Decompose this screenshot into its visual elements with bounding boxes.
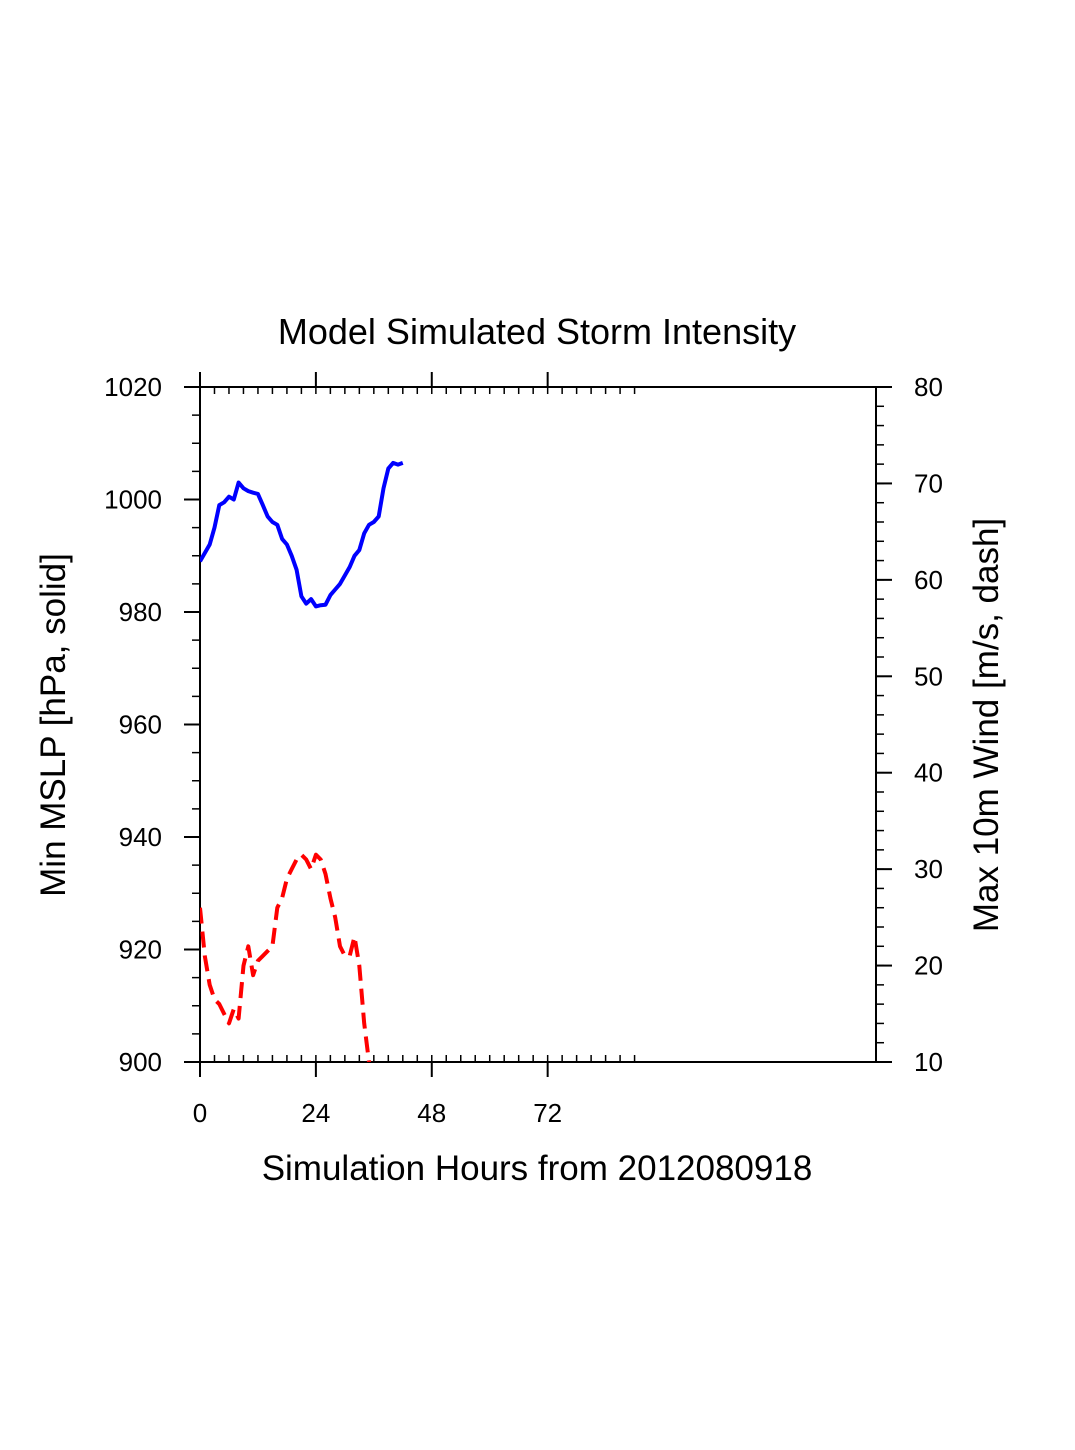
y-right-axis-label: Max 10m Wind [m/s, dash] — [967, 518, 1006, 932]
y-left-axis-label: Min MSLP [hPa, solid] — [34, 553, 73, 897]
y-left-tick-label: 980 — [119, 597, 162, 627]
y-left-tick-label: 940 — [119, 822, 162, 852]
x-axis-label: Simulation Hours from 2012080918 — [262, 1149, 813, 1188]
y-left-tick-label: 1020 — [104, 372, 162, 402]
y-right-tick-label: 40 — [914, 758, 943, 788]
x-axis-ticks: 0 24 48 72 — [193, 372, 636, 1128]
mslp-series-line — [200, 460, 404, 609]
x-tick-label: 48 — [417, 1098, 446, 1128]
chart-title: Model Simulated Storm Intensity — [278, 311, 796, 352]
plot-border — [199, 386, 877, 1063]
y-left-tick-label: 960 — [119, 710, 162, 740]
y-right-tick-label: 10 — [914, 1047, 943, 1077]
y-left-tick-label: 920 — [119, 935, 162, 965]
plot-frame — [199, 386, 877, 1063]
y-left-axis-ticks: 900 920 940 960 980 1000 1020 — [104, 372, 200, 1077]
y-right-tick-label: 30 — [914, 854, 943, 884]
x-tick-label: 24 — [301, 1098, 330, 1128]
y-right-tick-label: 80 — [914, 372, 943, 402]
y-right-tick-label: 60 — [914, 565, 943, 595]
y-right-tick-label: 70 — [914, 468, 943, 498]
wind-series-line — [200, 852, 372, 1062]
x-tick-label: 0 — [193, 1098, 207, 1128]
y-right-tick-label: 50 — [914, 661, 943, 691]
y-right-axis-ticks: 10 20 30 40 50 60 70 80 — [876, 372, 943, 1077]
y-left-tick-label: 900 — [119, 1047, 162, 1077]
y-left-tick-label: 1000 — [104, 485, 162, 515]
x-tick-label: 72 — [533, 1098, 562, 1128]
series-layer — [200, 460, 404, 1062]
y-right-tick-label: 20 — [914, 951, 943, 981]
